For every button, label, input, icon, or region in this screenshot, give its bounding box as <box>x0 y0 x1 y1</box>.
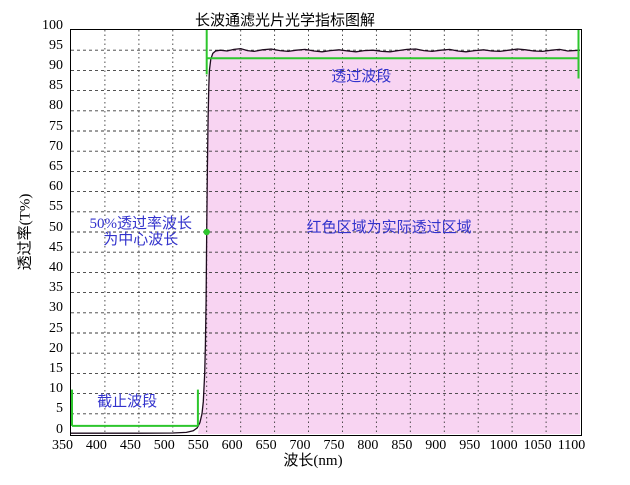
y-tick-label: 30 <box>49 300 63 316</box>
x-tick-label: 1100 <box>557 438 586 453</box>
annotation-half-transmittance-center-wavelength: 50%透过率波长 为中心波长 <box>89 216 192 248</box>
annotation-line-1: 50%透过率波长 <box>89 215 192 232</box>
x-tick-label: 350 <box>52 438 73 453</box>
y-tick-label: 80 <box>49 98 63 114</box>
y-tick-label: 90 <box>49 57 63 73</box>
annotation-line-2: 为中心波长 <box>103 231 179 248</box>
y-tick-label: 60 <box>49 179 63 195</box>
x-tick-label: 650 <box>255 438 277 453</box>
y-tick-label: 25 <box>49 320 63 336</box>
x-tick-label: 450 <box>119 438 141 453</box>
y-tick-label: 20 <box>49 340 63 356</box>
y-tick-label: 75 <box>49 118 63 134</box>
x-axis-title: 波长(nm) <box>283 453 343 469</box>
y-tick-label: 35 <box>49 280 63 296</box>
x-tick-label: 400 <box>85 438 107 453</box>
plot-canvas <box>71 30 580 434</box>
x-tick-label: 1000 <box>489 438 518 453</box>
y-tick-label: 65 <box>49 158 63 174</box>
y-tick-label: 85 <box>49 78 63 94</box>
y-tick-label: 50 <box>49 219 63 235</box>
y-tick-label: 70 <box>49 138 63 154</box>
x-tick-label: 600 <box>221 438 243 453</box>
x-tick-label: 500 <box>153 438 175 453</box>
x-tick-label: 800 <box>357 438 379 453</box>
y-tick-label: 55 <box>49 199 63 215</box>
x-tick-label: 550 <box>187 438 209 453</box>
plot-area <box>70 29 582 436</box>
y-tick-label: 95 <box>49 37 63 53</box>
chart-title: 长波通滤光片光学指标图解 <box>194 13 376 29</box>
x-tick-label: 950 <box>459 438 481 453</box>
annotation-pass-band: 透过波段 <box>331 68 392 85</box>
y-tick-label: 100 <box>42 17 63 33</box>
annotation-actual-pass-region: 红色区域为实际透过区域 <box>306 220 472 237</box>
x-tick-label: 750 <box>323 438 345 453</box>
y-tick-label: 15 <box>49 360 63 376</box>
y-tick-label: 40 <box>49 259 63 275</box>
x-tick-label: 1050 <box>523 438 552 453</box>
y-tick-label: 10 <box>49 381 63 397</box>
x-tick-label: 850 <box>391 438 413 453</box>
y-tick-label: 45 <box>49 239 63 255</box>
x-tick-label: 700 <box>289 438 311 453</box>
y-tick-label: 0 <box>56 421 63 437</box>
y-tick-label: 5 <box>56 401 63 417</box>
x-tick-label: 900 <box>425 438 447 453</box>
annotation-cutoff-band: 截止波段 <box>97 393 158 410</box>
